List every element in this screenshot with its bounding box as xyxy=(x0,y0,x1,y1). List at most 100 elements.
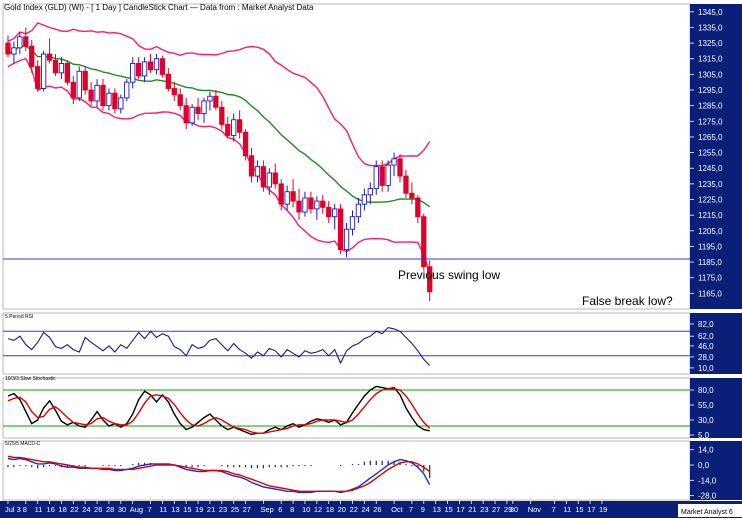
x-tick-label: 23 xyxy=(480,505,488,514)
x-tick-label: 18 xyxy=(326,505,334,514)
x-tick-label: 16 xyxy=(47,505,55,514)
price-y-tick-label: 1325,0 xyxy=(698,39,723,48)
price-y-tick-label: 1285,0 xyxy=(698,102,723,111)
macd-y-tick-label: 0,0 xyxy=(698,461,710,470)
up-candle xyxy=(332,208,338,218)
x-tick-label: Oct xyxy=(391,505,404,514)
x-tick-label: Aug xyxy=(130,505,143,514)
down-candle xyxy=(219,106,225,125)
x-tick-label: 26 xyxy=(94,505,102,514)
down-candle xyxy=(403,175,409,194)
x-tick-label: Sep xyxy=(260,505,273,514)
rsi-y-tick-label: 82,0 xyxy=(698,320,714,329)
x-tick-label: 15 xyxy=(183,505,191,514)
up-candle xyxy=(349,216,356,230)
up-candle xyxy=(254,166,261,177)
up-candle xyxy=(361,194,368,205)
price-y-tick-label: 1175,0 xyxy=(698,274,722,283)
macd-title: 5/25/5 MACD-C xyxy=(5,441,41,447)
price-y-tick-label: 1295,0 xyxy=(698,86,723,95)
x-axis: Jul 3 8 11 16 18 22 24 26 28 30 Aug 7 11 13 15 19 21 23 25… xyxy=(0,501,742,518)
down-candle xyxy=(147,61,154,71)
x-tick-label: 24 xyxy=(82,505,90,514)
down-candle xyxy=(427,266,433,293)
up-candle xyxy=(373,166,379,190)
price-y-tick-label: 1225,0 xyxy=(698,196,723,205)
down-candle xyxy=(242,131,249,157)
price-y-tick-label: 1245,0 xyxy=(698,164,723,173)
x-tick-label: 27 xyxy=(492,505,500,514)
up-candle xyxy=(367,188,373,196)
rsi-y-tick-label: 62,0 xyxy=(698,332,714,341)
x-tick-label: 15 xyxy=(575,505,583,514)
x-tick-label: 30 xyxy=(510,505,518,514)
down-candle xyxy=(278,183,284,205)
down-candle xyxy=(82,70,88,91)
x-tick-label: 18 xyxy=(58,505,66,514)
down-candle xyxy=(260,166,267,188)
x-tick-label: 17 xyxy=(456,505,464,514)
x-tick-label: 9 xyxy=(421,505,425,514)
rsi-y-axis-background xyxy=(690,313,742,374)
up-candle xyxy=(76,70,82,99)
price-y-tick-label: 1315,0 xyxy=(698,55,723,64)
x-tick-label: 13 xyxy=(171,505,179,514)
price-y-tick-label: 1235,0 xyxy=(698,180,723,189)
x-tick-label: 28 xyxy=(106,505,114,514)
x-tick-label: 21 xyxy=(468,505,476,514)
stoch-y-tick-label: 55,0 xyxy=(698,401,714,410)
rsi-y-tick-label: 10,0 xyxy=(698,364,714,373)
up-candle xyxy=(58,62,65,74)
up-candle xyxy=(106,92,112,107)
down-candle xyxy=(112,92,118,110)
down-candle xyxy=(183,105,189,124)
down-candle xyxy=(415,197,421,218)
bollinger-lower-band xyxy=(7,57,431,273)
x-tick-label: 7 xyxy=(409,505,413,514)
down-candle xyxy=(272,172,278,185)
up-candle xyxy=(343,228,350,251)
moving-average-line xyxy=(7,45,431,208)
down-candle xyxy=(308,197,314,210)
down-candle xyxy=(88,89,94,102)
down-candle xyxy=(70,81,76,99)
up-candle xyxy=(391,158,397,166)
x-tick-label: 22 xyxy=(349,505,357,514)
watermark-label: Market Analyst 6 xyxy=(681,509,733,516)
rsi-line xyxy=(7,326,431,366)
x-tick-label: 8 xyxy=(290,505,294,514)
down-candle xyxy=(225,123,231,136)
x-tick-label: 11 xyxy=(563,505,571,514)
price-y-tick-label: 1265,0 xyxy=(698,133,723,142)
x-tick-label: 10 xyxy=(302,505,310,514)
x-tick-label: 25 xyxy=(231,505,239,514)
macd-y-tick-label: -28,0 xyxy=(698,492,717,501)
down-candle xyxy=(320,200,326,208)
price-y-tick-label: 1305,0 xyxy=(698,70,723,79)
rsi-title: 5 Period RSI xyxy=(5,314,33,320)
x-tick-label: 20 xyxy=(338,505,346,514)
x-tick-label: 12 xyxy=(314,505,322,514)
x-tick-label: Jul 3 xyxy=(5,505,21,514)
down-candle xyxy=(23,36,29,47)
down-candle xyxy=(5,42,11,55)
price-y-tick-label: 1215,0 xyxy=(698,211,723,220)
macd-panel: 14,0 0,0 -14,0 -28,0 xyxy=(2,440,742,501)
stoch-y-tick-label: 30,0 xyxy=(698,416,714,425)
x-tick-label: 26 xyxy=(373,505,381,514)
up-candle xyxy=(17,36,23,49)
down-candle xyxy=(290,191,296,202)
macd-y-tick-label: 14,0 xyxy=(698,446,714,455)
rsi-y-tick-label: 46,0 xyxy=(698,342,714,351)
x-tick-label: 27 xyxy=(243,505,251,514)
down-candle xyxy=(64,62,71,83)
up-candle xyxy=(141,61,148,77)
watermark-background xyxy=(678,504,742,517)
stochastic-d-line xyxy=(7,388,431,434)
up-candle xyxy=(124,81,130,99)
stoch-y-tick-label: 5,0 xyxy=(698,431,710,440)
down-candle xyxy=(213,95,219,108)
x-tick-label: 7 xyxy=(551,505,555,514)
down-candle xyxy=(421,216,427,268)
up-candle xyxy=(11,47,17,55)
